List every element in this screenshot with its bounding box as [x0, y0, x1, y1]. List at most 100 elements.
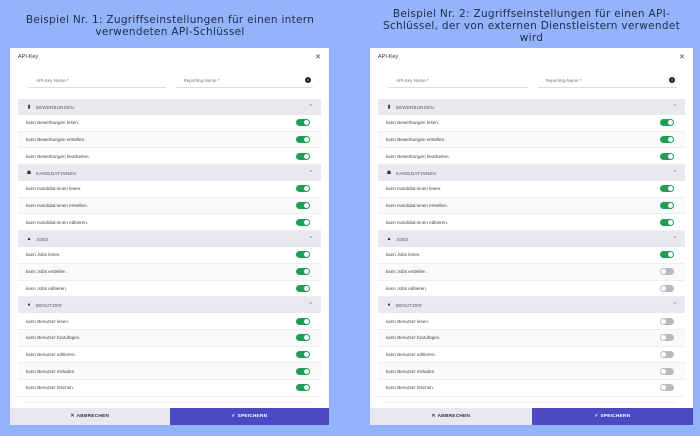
close-icon: ✕ — [431, 414, 436, 419]
chevron-up-icon[interactable]: ⌃ — [308, 236, 313, 243]
section-header-bewerbungen[interactable]: ▮ BEWERBUNGEN ⌃ — [378, 99, 685, 115]
section-header-benutzer[interactable]: ● BENUTZER ⌃ — [378, 297, 685, 314]
permission-toggle[interactable] — [660, 367, 674, 375]
name-fields: i — [370, 66, 693, 99]
permission-toggle[interactable] — [660, 136, 674, 144]
permission-toggle[interactable] — [296, 350, 310, 358]
permission-row: kann Bewerbungen erstellen. — [18, 131, 321, 149]
permission-toggle[interactable] — [660, 317, 674, 325]
save-button[interactable]: ✓ SPEICHERN — [169, 408, 329, 425]
permission-toggle[interactable] — [296, 152, 310, 160]
toggle-knob — [661, 368, 666, 374]
permission-toggle[interactable] — [660, 284, 674, 292]
permission-row: kann Jobs erstellen. — [378, 263, 685, 281]
close-icon[interactable]: ✕ — [315, 54, 321, 61]
permission-row: kann Benutzer löschen. — [18, 380, 321, 397]
permission-toggle[interactable] — [296, 202, 310, 210]
permission-toggle[interactable] — [660, 119, 674, 127]
permission-label: kann Bewerbungen erstellen. — [26, 137, 86, 143]
info-icon[interactable]: i — [305, 77, 311, 83]
permission-toggle[interactable] — [660, 350, 674, 358]
reporting-name-field[interactable]: i — [175, 73, 313, 88]
permission-group: kann Bewerbungen lesen. kann Bewerbungen … — [18, 115, 321, 166]
users-icon: ☗ — [386, 170, 392, 177]
permission-toggle[interactable] — [660, 218, 674, 226]
save-label: SPEICHERN — [600, 414, 631, 419]
section-header-benutzer[interactable]: ● BENUTZER ⌃ — [18, 297, 321, 314]
toggle-knob — [304, 368, 309, 374]
user-circle-icon: ● — [387, 302, 391, 309]
reporting-name-input[interactable] — [545, 77, 669, 83]
section-header-jobs[interactable]: ▲ JOBS ⌃ — [18, 231, 321, 248]
chevron-up-icon[interactable]: ⌃ — [308, 104, 313, 110]
permission-label: kann Benutzer einladen — [26, 368, 75, 374]
section-header-jobs[interactable]: ▲ JOBS ⌃ — [378, 231, 685, 248]
api-key-name-input[interactable] — [396, 77, 528, 83]
permission-toggle[interactable] — [296, 136, 310, 144]
permission-toggle[interactable] — [296, 317, 310, 325]
section-header-kandidatinnen[interactable]: ☗ KANDIDAT:INNEN ⌃ — [18, 165, 321, 182]
permission-row: kann Bewerbungen bearbeiten. — [378, 148, 685, 166]
toggle-knob — [304, 203, 309, 209]
reporting-name-field[interactable]: i — [537, 73, 677, 88]
api-key-name-field[interactable] — [388, 73, 528, 88]
chevron-up-icon[interactable]: ⌃ — [672, 302, 677, 309]
permission-row: kann Benutzer löschen. — [378, 380, 685, 397]
chevron-up-icon[interactable]: ⌃ — [672, 170, 677, 177]
permission-toggle[interactable] — [296, 384, 310, 392]
close-icon[interactable]: ✕ — [679, 54, 685, 61]
permission-toggle[interactable] — [660, 268, 674, 276]
permission-label: kann Benutzer editieren. — [386, 351, 436, 357]
info-icon[interactable]: i — [669, 77, 675, 83]
permission-row: kann Benutzer editieren. — [18, 347, 321, 364]
permission-toggle[interactable] — [296, 251, 310, 259]
permission-row: kann Benutzer einladen — [18, 363, 321, 380]
permission-row: kann Kandidat:innen lesen. — [18, 181, 321, 198]
permission-label: kann Bewerbungen lesen. — [26, 120, 80, 126]
chevron-up-icon[interactable]: ⌃ — [308, 170, 313, 177]
permission-toggle[interactable] — [296, 367, 310, 375]
section-header-bewerbungen[interactable]: ▮ BEWERBUNGEN ⌃ — [18, 99, 321, 115]
section-title: JOBS — [396, 236, 409, 242]
save-button[interactable]: ✓ SPEICHERN — [531, 408, 693, 425]
permission-label: kann Bewerbungen erstellen. — [386, 137, 446, 143]
toggle-knob — [304, 219, 309, 225]
section-title: JOBS — [36, 236, 49, 242]
check-icon: ✓ — [594, 414, 599, 419]
api-key-name-field[interactable] — [28, 73, 166, 88]
permission-toggle[interactable] — [296, 268, 310, 276]
toggle-knob — [304, 120, 309, 126]
toggle-knob — [668, 153, 673, 159]
api-key-name-input[interactable] — [36, 77, 166, 83]
permission-toggle[interactable] — [296, 119, 310, 127]
toggle-knob — [661, 285, 666, 291]
reporting-name-input[interactable] — [183, 77, 305, 83]
permission-toggle[interactable] — [660, 152, 674, 160]
permission-toggle[interactable] — [296, 218, 310, 226]
permission-label: kann Kandidat:innen erstellen. — [26, 203, 88, 209]
cancel-button[interactable]: ✕ ABBRECHEN — [10, 408, 170, 425]
permission-group: kann Benutzer lesen. kann Benutzer hinzuf… — [378, 313, 685, 397]
chevron-up-icon[interactable]: ⌃ — [672, 236, 677, 243]
permission-toggle[interactable] — [296, 334, 310, 342]
permission-toggle[interactable] — [660, 251, 674, 259]
permission-group: kann Jobs lesen. kann Jobs erstellen. kann… — [378, 247, 685, 298]
permission-label: kann Kandidat:innen editieren. — [386, 219, 449, 225]
permission-toggle[interactable] — [660, 334, 674, 342]
toggle-knob — [661, 335, 666, 341]
permission-toggle[interactable] — [660, 384, 674, 392]
toggle-knob — [304, 153, 309, 159]
permission-toggle[interactable] — [296, 185, 310, 193]
chevron-up-icon[interactable]: ⌃ — [308, 302, 313, 309]
permission-row: kann Jobs editieren. — [378, 281, 685, 298]
section-header-kandidatinnen[interactable]: ☗ KANDIDAT:INNEN ⌃ — [378, 165, 685, 182]
cancel-button[interactable]: ✕ ABBRECHEN — [370, 408, 532, 425]
permission-toggle[interactable] — [660, 185, 674, 193]
permission-toggle[interactable] — [296, 284, 310, 292]
section-title-group: ● BENUTZER — [386, 302, 422, 308]
toggle-knob — [661, 269, 666, 275]
users-icon: ☗ — [26, 170, 32, 177]
section-title-group: ● BENUTZER — [26, 302, 62, 308]
permission-toggle[interactable] — [660, 202, 674, 210]
chevron-up-icon[interactable]: ⌃ — [672, 104, 677, 110]
